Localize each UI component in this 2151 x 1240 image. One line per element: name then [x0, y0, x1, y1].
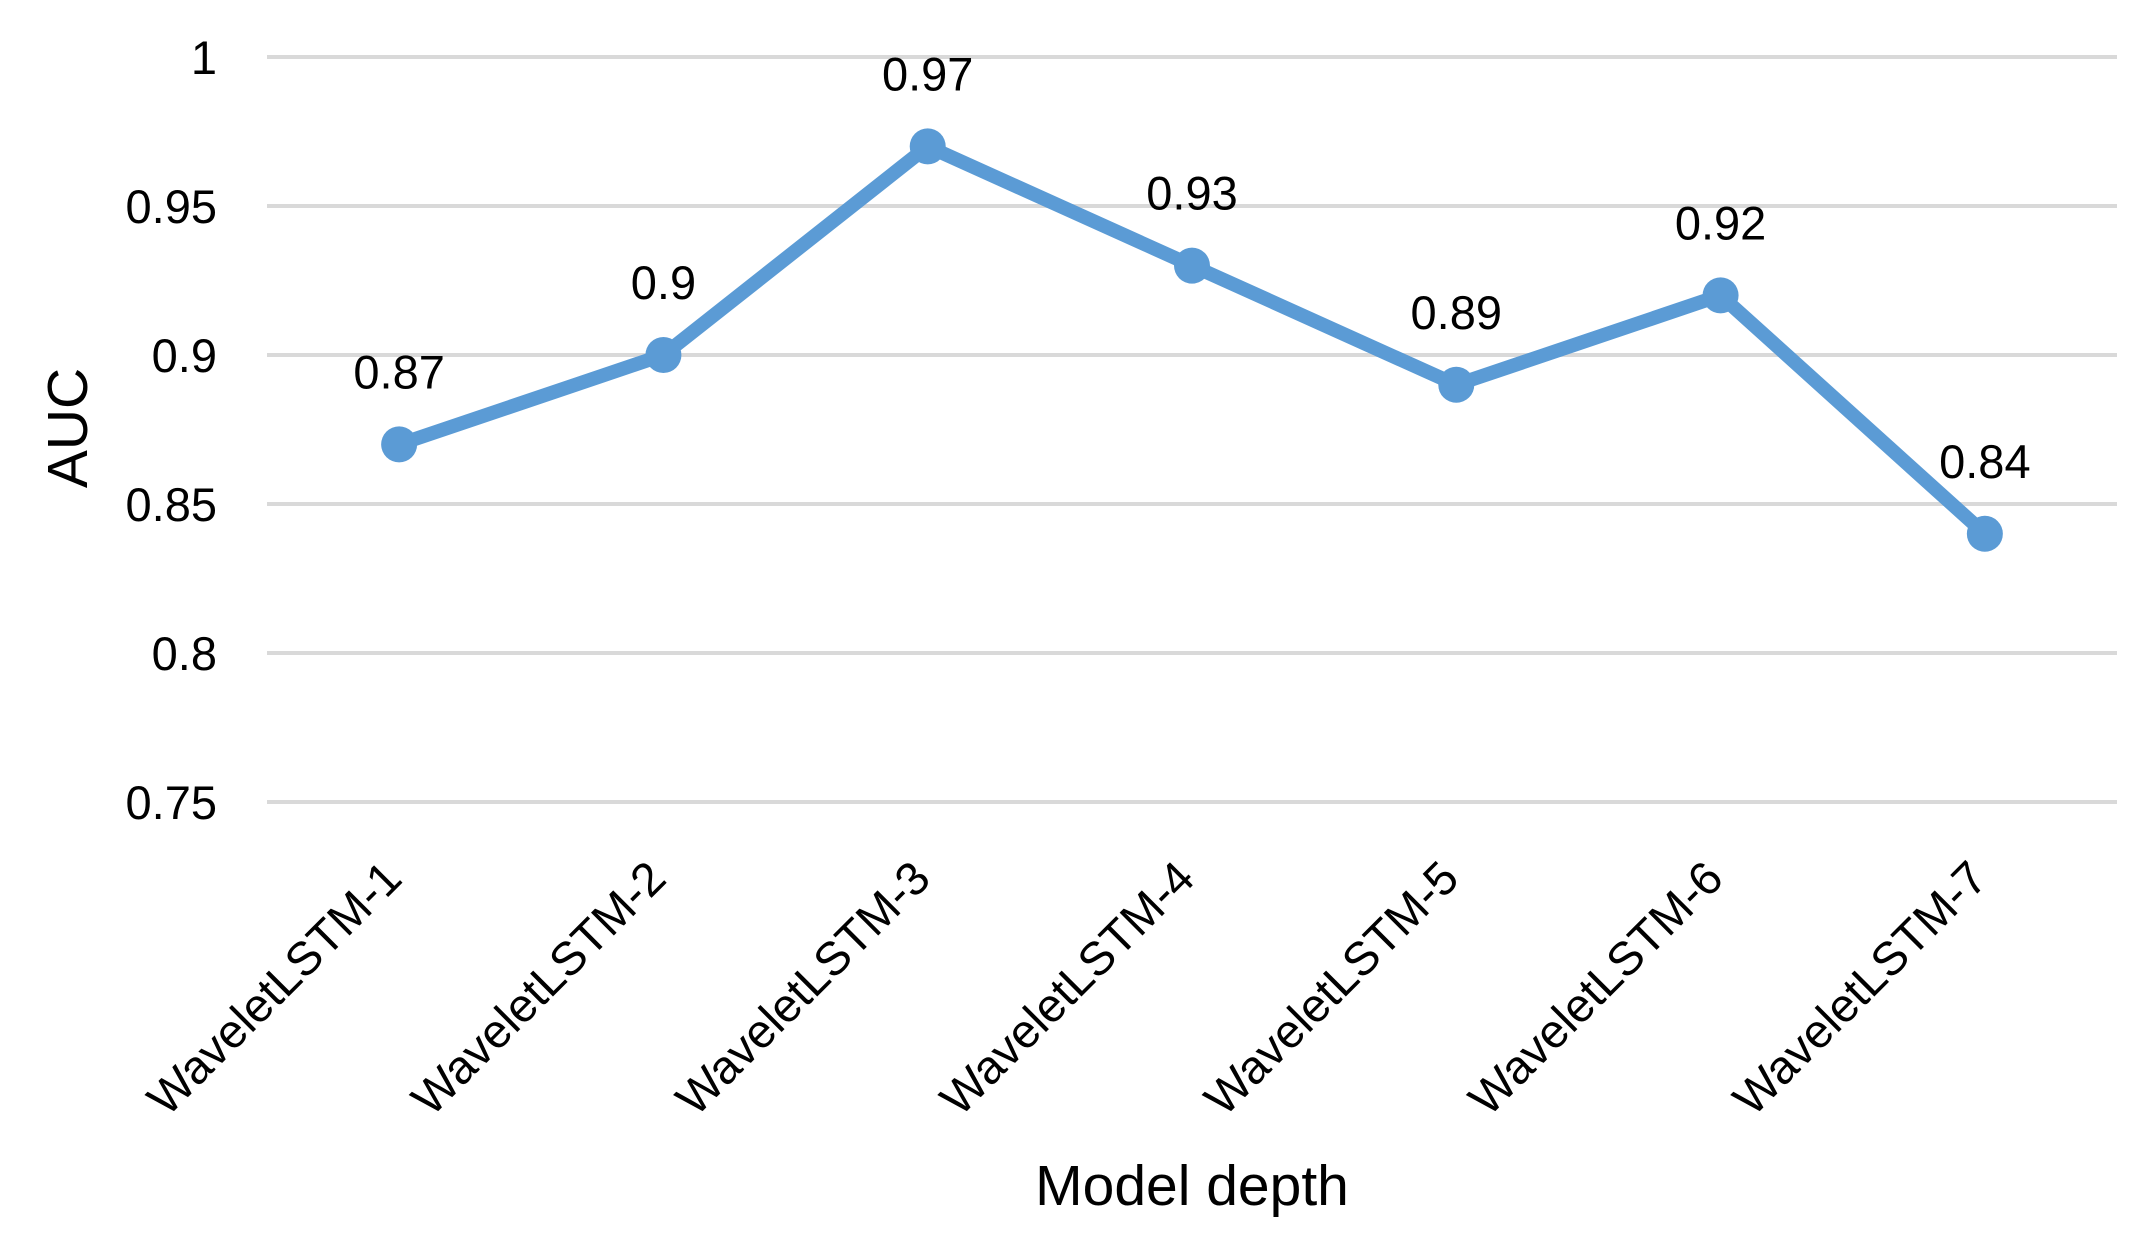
data-point-marker [1702, 277, 1739, 314]
data-point-marker [645, 337, 682, 373]
data-point-label: 0.97 [882, 47, 973, 100]
y-axis-title: AUC [36, 367, 100, 489]
data-point-marker [381, 426, 418, 463]
data-point-label: 0.89 [1411, 286, 1502, 339]
y-tick-label: 0.8 [152, 627, 217, 680]
x-tick-label: WaveletLSTM-6 [1458, 851, 1732, 1125]
x-tick-label: WaveletLSTM-7 [1722, 851, 1996, 1125]
x-tick-label: WaveletLSTM-4 [930, 851, 1204, 1125]
y-tick-label: 1 [191, 31, 217, 84]
data-point-marker [1966, 515, 2003, 552]
data-point-marker [909, 128, 946, 165]
y-tick-label: 0.75 [126, 776, 217, 829]
y-tick-label: 0.85 [126, 478, 217, 531]
x-tick-label: WaveletLSTM-3 [665, 851, 939, 1125]
x-tick-label: WaveletLSTM-1 [137, 851, 411, 1125]
data-point-label: 0.93 [1146, 167, 1237, 220]
data-point-label: 0.87 [353, 345, 444, 398]
y-tick-label: 0.95 [126, 180, 217, 233]
data-point-label: 0.92 [1675, 196, 1766, 249]
y-tick-label: 0.9 [152, 329, 217, 382]
data-point-label: 0.9 [631, 256, 696, 309]
data-point-label: 0.84 [1939, 435, 2030, 488]
x-axis-title: Model depth [1035, 1154, 1349, 1218]
x-tick-label: WaveletLSTM-5 [1194, 851, 1468, 1125]
data-point-marker [1174, 247, 1210, 284]
x-tick-label: WaveletLSTM-2 [401, 851, 675, 1125]
data-point-marker [1438, 366, 1475, 403]
